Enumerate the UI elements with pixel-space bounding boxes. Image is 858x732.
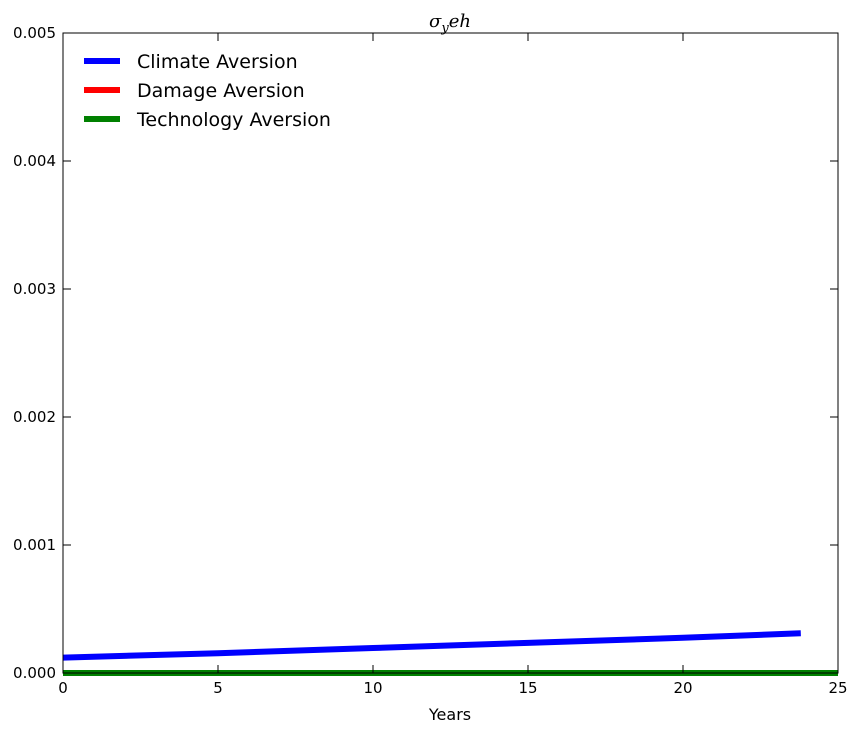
legend: Climate Aversion Damage Aversion Technolog… xyxy=(84,51,331,131)
x-tick-label-3: 15 xyxy=(518,679,537,697)
plot-series xyxy=(62,630,838,676)
x-tick-label-5: 25 xyxy=(828,679,847,697)
x-tick-label-2: 10 xyxy=(363,679,382,697)
title-sigma: σ xyxy=(429,11,442,32)
x-tick-label-0: 0 xyxy=(58,679,68,697)
y-tick-label-4: 0.004 xyxy=(13,152,56,170)
axis-ticks xyxy=(62,32,839,674)
series-line-0 xyxy=(62,630,801,661)
x-axis-label: Years xyxy=(428,705,471,724)
y-tick-label-2: 0.002 xyxy=(13,408,56,426)
legend-label-1: Damage Aversion xyxy=(137,80,305,102)
x-tick-label-1: 5 xyxy=(213,679,223,697)
y-tick-label-1: 0.001 xyxy=(13,536,56,554)
y-tick-label-3: 0.003 xyxy=(13,280,56,298)
title-rest: eh xyxy=(449,11,471,32)
title-subscript: y xyxy=(440,21,449,36)
legend-label-0: Climate Aversion xyxy=(137,51,298,73)
x-tick-label-4: 20 xyxy=(673,679,692,697)
y-tick-label-0: 0.000 xyxy=(13,664,56,682)
axis-tick-labels: 0 5 10 15 20 25 0.000 0.001 0.002 0.003 0.004 0.005 xyxy=(13,24,848,697)
chart-title: σyeh xyxy=(429,11,471,36)
plot-area xyxy=(62,32,839,674)
y-tick-label-5: 0.005 xyxy=(13,24,56,42)
legend-label-2: Technology Aversion xyxy=(136,109,331,131)
